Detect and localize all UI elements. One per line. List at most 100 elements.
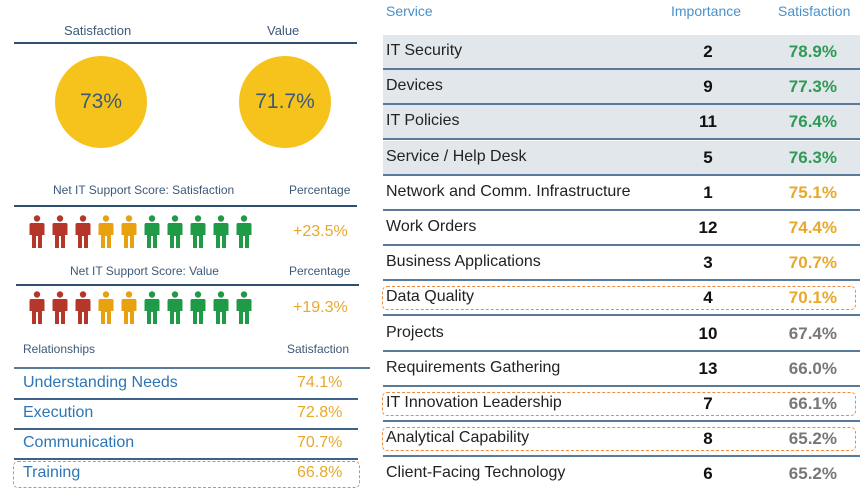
highlight-box	[13, 461, 360, 488]
service-name: Projects	[386, 323, 444, 341]
service-name: Work Orders	[386, 218, 477, 235]
person-icon	[121, 291, 137, 324]
person-icon	[29, 291, 45, 324]
person-icon	[236, 215, 252, 248]
service-importance: 5	[703, 147, 713, 167]
relationship-name: Execution	[23, 404, 94, 421]
service-row: IT Security 2 78.9%	[383, 35, 860, 70]
service-row: Network and Comm. Infrastructure 1 75.1%	[383, 176, 860, 211]
person-icon	[98, 215, 114, 248]
service-importance: 3	[703, 253, 713, 273]
person-icon	[213, 291, 229, 324]
divider	[14, 205, 357, 207]
satisfaction-circle: 73%	[55, 56, 147, 148]
service-row: Projects 10 67.4%	[383, 317, 860, 352]
service-importance: 12	[698, 218, 718, 237]
relationship-row: Execution 72.8%	[14, 398, 358, 430]
relationship-row: Understanding Needs 74.1%	[14, 368, 358, 400]
service-importance: 9	[703, 77, 713, 97]
service-row: Business Applications 3 70.7%	[383, 246, 860, 282]
service-name: Business Applications	[386, 253, 541, 271]
nits-value-people	[29, 291, 252, 324]
service-name: Service / Help Desk	[386, 147, 527, 165]
person-icon	[98, 291, 114, 324]
service-importance: 13	[698, 358, 718, 378]
highlight-box	[382, 286, 856, 311]
service-row: Analytical Capability 8 65.2%	[383, 422, 860, 458]
service-row: Client-Facing Technology 6 65.2%	[383, 457, 860, 490]
service-column-header: Service	[386, 3, 433, 19]
nits-satisfaction-label: Net IT Support Score: Satisfaction	[53, 183, 235, 197]
relationship-value: 72.8%	[297, 404, 343, 421]
person-icon	[52, 291, 68, 324]
service-satisfaction: 65.2%	[788, 429, 837, 449]
service-satisfaction: 66.0%	[788, 358, 837, 378]
service-row: IT Policies 11 76.4%	[383, 105, 860, 141]
service-row: IT Innovation Leadership 7 66.1%	[383, 387, 860, 422]
satisfaction-column-header: Satisfaction	[778, 3, 851, 19]
divider	[14, 42, 357, 44]
nits-satisfaction-people	[29, 215, 252, 248]
service-satisfaction: 67.4%	[788, 323, 837, 343]
service-satisfaction: 76.3%	[788, 147, 837, 167]
service-name: IT Policies	[386, 112, 460, 130]
service-satisfaction: 74.4%	[788, 218, 837, 237]
service-name: Client-Facing Technology	[386, 464, 566, 482]
person-icon	[144, 215, 160, 248]
service-satisfaction: 66.1%	[788, 394, 837, 413]
person-icon	[29, 215, 45, 248]
divider	[14, 367, 370, 369]
service-satisfaction: 78.9%	[788, 42, 837, 61]
relationship-name: Training	[23, 464, 81, 481]
satisfaction-header: Satisfaction	[64, 23, 132, 38]
service-row: Work Orders 12 74.4%	[383, 211, 860, 246]
service-importance: 1	[703, 182, 713, 202]
service-name: IT Innovation Leadership	[386, 394, 562, 411]
nits-satisfaction-value: +23.5%	[293, 223, 348, 240]
service-importance: 6	[703, 464, 713, 484]
person-icon	[236, 291, 252, 324]
service-importance: 7	[703, 394, 713, 413]
service-row: Service / Help Desk 5 76.3%	[383, 140, 860, 176]
service-importance: 2	[703, 42, 713, 61]
divider	[16, 284, 359, 286]
nits-value-value: +19.3%	[293, 299, 348, 316]
service-row: Data Quality 4 70.1%	[383, 281, 860, 317]
service-name: Data Quality	[386, 288, 475, 306]
person-icon	[75, 215, 91, 248]
service-name: Requirements Gathering	[386, 358, 561, 376]
relationship-value: 66.8%	[297, 464, 343, 481]
person-icon	[190, 215, 206, 248]
nits-value-label: Net IT Support Score: Value	[70, 264, 219, 278]
service-name: Network and Comm. Infrastructure	[386, 182, 631, 200]
highlight-box	[382, 427, 856, 452]
service-satisfaction: 70.1%	[788, 288, 837, 308]
service-satisfaction: 65.2%	[788, 464, 837, 484]
relationships-header: Relationships	[23, 342, 96, 356]
service-importance: 10	[698, 323, 718, 343]
service-name: IT Security	[386, 42, 463, 59]
service-importance: 11	[699, 112, 717, 132]
highlight-box	[382, 392, 856, 416]
person-icon	[190, 291, 206, 324]
person-icon	[167, 291, 183, 324]
service-row: Requirements Gathering 13 66.0%	[383, 352, 860, 387]
person-icon	[144, 291, 160, 324]
relationship-name: Understanding Needs	[23, 374, 178, 391]
service-importance: 8	[703, 429, 713, 449]
service-satisfaction: 76.4%	[788, 112, 837, 132]
service-name: Devices	[386, 77, 443, 95]
relationship-value: 74.1%	[297, 374, 343, 391]
person-icon	[75, 291, 91, 324]
person-icon	[167, 215, 183, 248]
person-icon	[213, 215, 229, 248]
service-row: Devices 9 77.3%	[383, 70, 860, 106]
service-satisfaction: 70.7%	[788, 253, 837, 273]
nits-value-pct-label: Percentage	[289, 264, 351, 278]
nits-satisfaction-pct-label: Percentage	[289, 183, 351, 197]
relationship-row: Communication 70.7%	[14, 428, 358, 460]
service-importance: 4	[703, 288, 713, 308]
importance-column-header: Importance	[671, 3, 742, 19]
relationship-row: Training 66.8%	[14, 458, 358, 488]
value-circle: 71.7%	[239, 56, 331, 148]
